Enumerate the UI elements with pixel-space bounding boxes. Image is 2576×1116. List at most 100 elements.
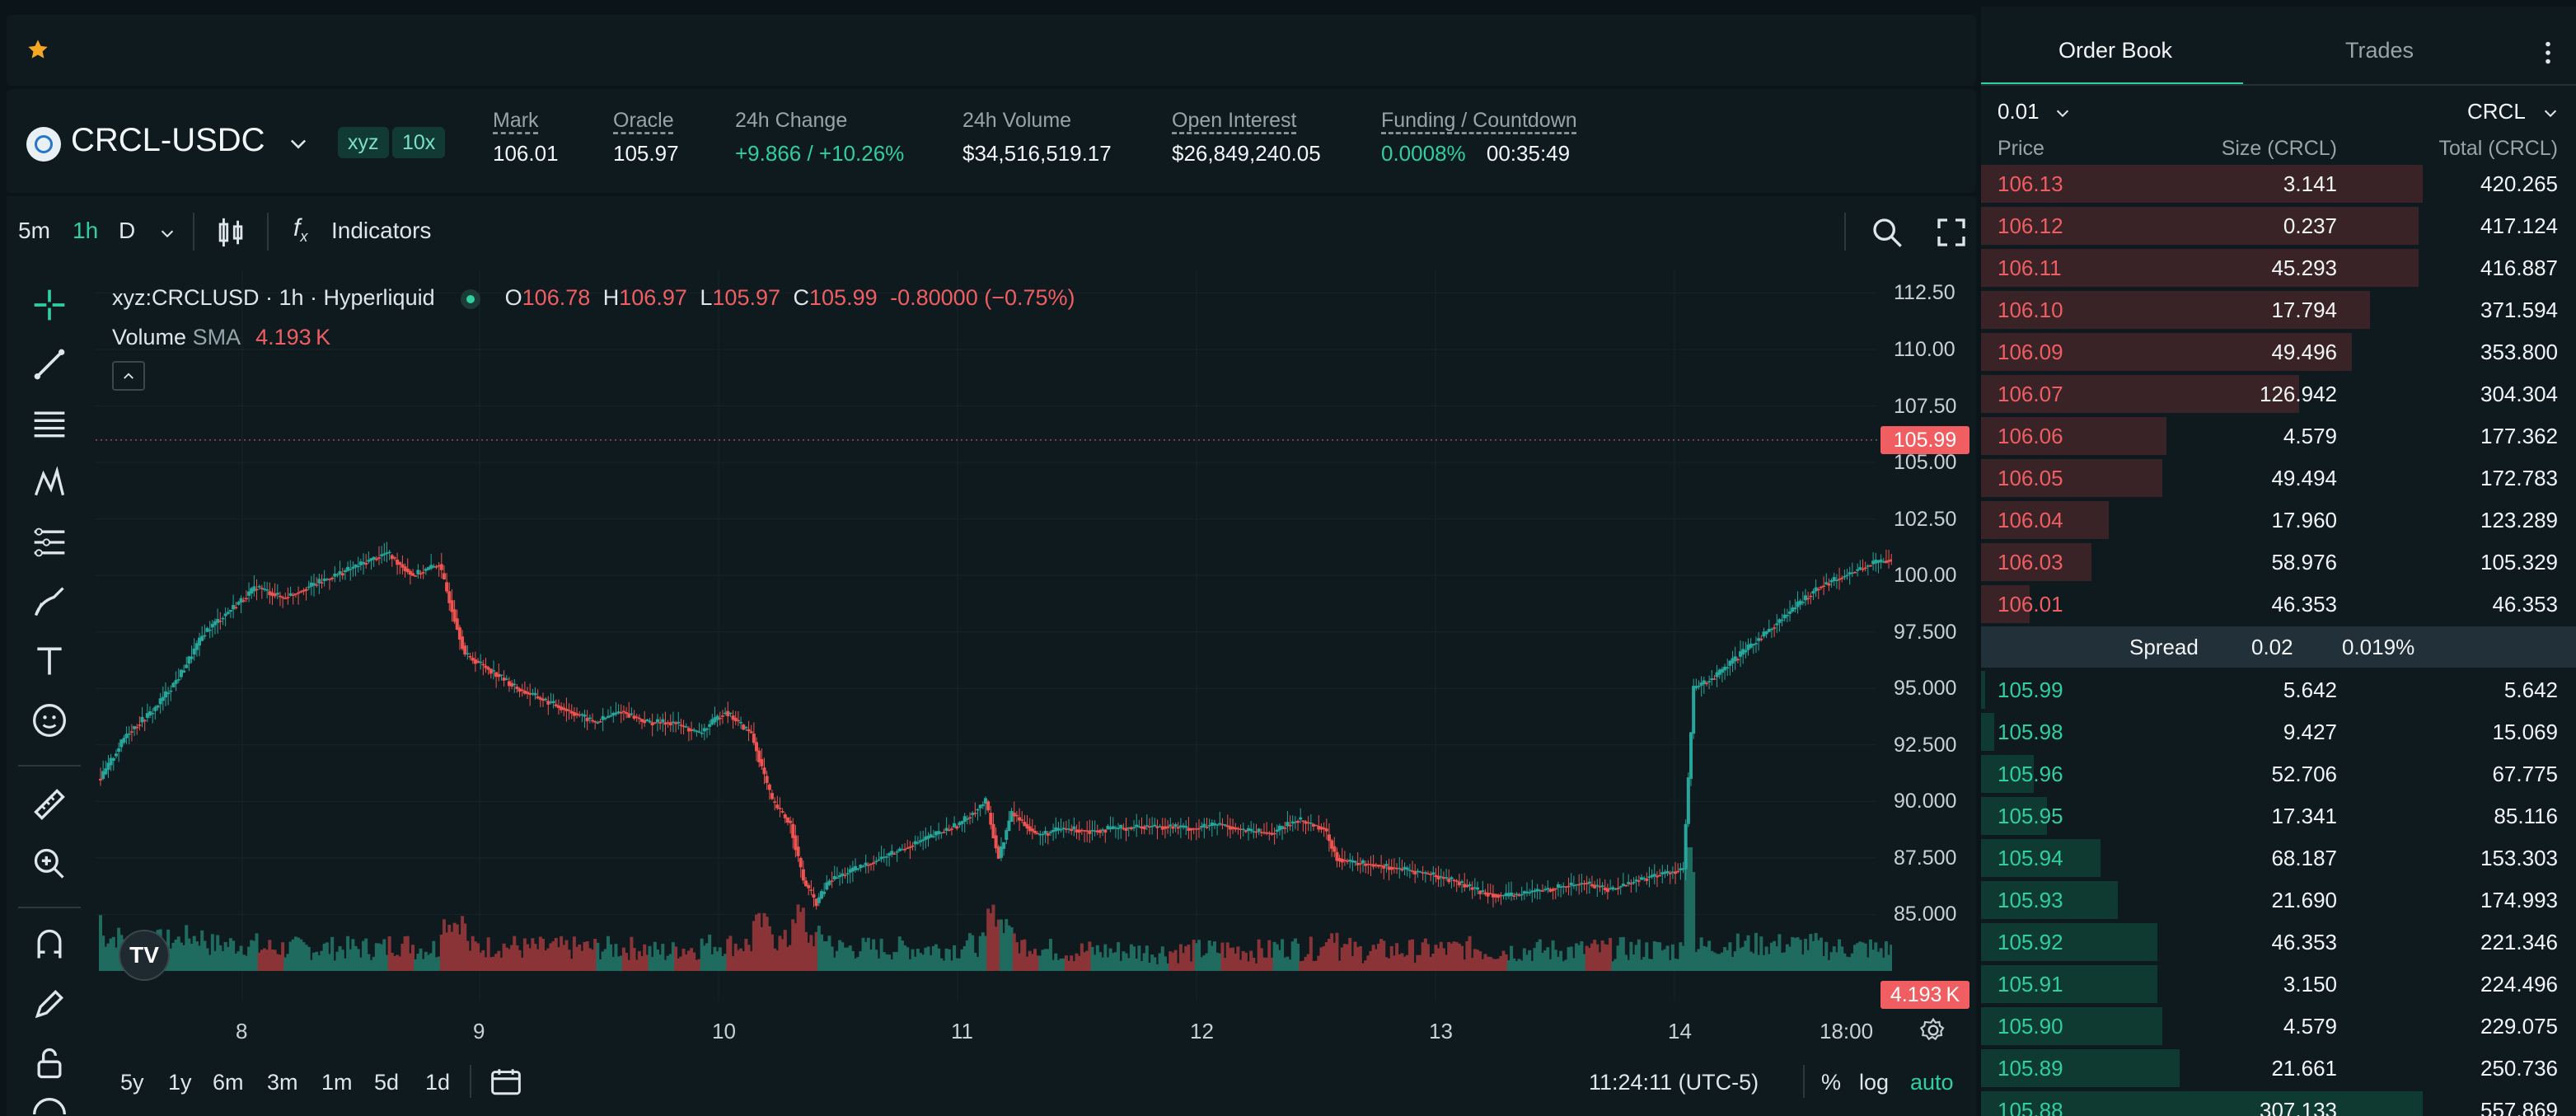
range-6m[interactable]: 6m [213, 1070, 244, 1095]
range-3m[interactable]: 3m [267, 1070, 298, 1095]
ask-row[interactable]: 106.04 17.960 123.289 [1981, 499, 2576, 541]
more-vertical-icon[interactable] [2543, 41, 2553, 64]
volume-bar [1863, 943, 1867, 971]
clock-time[interactable]: 11:24:11 (UTC-5) [1589, 1070, 1759, 1095]
bid-row[interactable]: 105.88 307.133 557.869 [1981, 1090, 2576, 1116]
zoom-in-icon[interactable] [31, 846, 68, 882]
tab-trades[interactable]: Trades [2345, 38, 2414, 63]
candle-body [158, 698, 162, 705]
fullscreen-icon[interactable] [1935, 216, 1968, 249]
depth-bar [1981, 965, 2157, 1003]
ask-row[interactable]: 106.03 58.976 105.329 [1981, 542, 2576, 583]
ask-row[interactable]: 106.05 49.494 172.783 [1981, 457, 2576, 499]
candle-body [1798, 600, 1802, 605]
bid-row[interactable]: 105.98 9.427 15.069 [1981, 711, 2576, 753]
brush-icon[interactable] [31, 584, 68, 620]
price-chart[interactable] [96, 270, 1892, 1001]
candles-icon[interactable] [216, 216, 246, 249]
settings-gear-icon[interactable] [1920, 1017, 1946, 1043]
bid-row[interactable]: 105.95 17.341 85.116 [1981, 795, 2576, 837]
bid-row[interactable]: 105.92 46.353 221.346 [1981, 921, 2576, 963]
range-1m[interactable]: 1m [321, 1070, 353, 1095]
volume-bar [194, 941, 199, 971]
candle-body [421, 572, 425, 574]
unit-chevron-icon[interactable] [2541, 104, 2560, 122]
bid-row[interactable]: 105.90 4.579 229.075 [1981, 1006, 2576, 1047]
ask-row[interactable]: 106.10 17.794 371.594 [1981, 289, 2576, 331]
ruler-icon[interactable] [31, 786, 68, 823]
percent-toggle[interactable]: % [1821, 1070, 1842, 1095]
range-1y[interactable]: 1y [168, 1070, 192, 1095]
leverage-chip[interactable]: 10x [392, 127, 446, 158]
unit-select[interactable]: CRCL [2467, 99, 2526, 124]
fib-icon[interactable] [31, 524, 68, 560]
candle-body [564, 708, 569, 711]
candle-body [778, 808, 782, 809]
candle-body [416, 570, 420, 574]
interval-5m[interactable]: 5m [18, 218, 50, 243]
lock-icon[interactable] [31, 1045, 68, 1081]
volume-bar [1098, 952, 1102, 971]
ask-row[interactable]: 106.09 49.496 353.800 [1981, 331, 2576, 373]
y-tick-label: 90.000 [1894, 790, 1957, 814]
tab-order-book[interactable]: Order Book [2058, 38, 2173, 63]
candle-body [1845, 574, 1849, 576]
bid-row[interactable]: 105.94 68.187 153.303 [1981, 837, 2576, 879]
candle-body [143, 720, 147, 722]
interval-1h[interactable]: 1h [73, 218, 99, 243]
eye-icon[interactable] [31, 1096, 68, 1114]
zoom-reset-icon[interactable] [1871, 216, 1904, 249]
pattern-icon[interactable] [31, 465, 68, 501]
horizontal-lines-icon[interactable] [31, 406, 68, 442]
interval-chevron-icon[interactable] [158, 224, 176, 242]
volume-bar [1140, 961, 1144, 971]
bid-row[interactable]: 105.89 21.661 250.736 [1981, 1048, 2576, 1089]
volume-bar [1689, 847, 1693, 971]
ask-row[interactable]: 106.11 45.293 416.887 [1981, 247, 2576, 288]
indicators-button[interactable]: Indicators [331, 218, 432, 243]
market-status-icon [461, 288, 481, 309]
ask-row[interactable]: 106.07 126.942 304.304 [1981, 373, 2576, 415]
date-range-icon[interactable] [489, 1067, 522, 1096]
interval-d[interactable]: D [119, 218, 136, 243]
range-1d[interactable]: 1d [425, 1070, 451, 1095]
auto-toggle[interactable]: auto [1910, 1070, 1954, 1095]
volume-bar [1717, 954, 1721, 971]
trend-line-icon[interactable] [31, 346, 68, 382]
text-icon[interactable] [31, 643, 68, 679]
bid-row[interactable]: 105.96 52.706 67.775 [1981, 753, 2576, 795]
volume-bar [452, 922, 457, 971]
ask-row[interactable]: 106.06 4.579 177.362 [1981, 415, 2576, 457]
star-icon[interactable] [26, 38, 49, 61]
range-5y[interactable]: 5y [120, 1070, 144, 1095]
candle-body [864, 862, 868, 866]
row-size: 5.642 [2283, 678, 2337, 702]
pencil-lock-icon[interactable] [31, 986, 68, 1022]
pair-selector[interactable]: CRCL-USDC [71, 122, 265, 158]
tradingview-logo[interactable]: TV [119, 930, 170, 981]
log-toggle[interactable]: log [1859, 1070, 1890, 1095]
tick-size-select[interactable]: 0.01 [1998, 99, 2040, 124]
volume-bar [1819, 937, 1823, 971]
bid-row[interactable]: 105.91 3.150 224.496 [1981, 964, 2576, 1005]
ask-row[interactable]: 106.01 46.353 46.353 [1981, 584, 2576, 625]
collapse-legend-button[interactable] [112, 361, 145, 391]
candle-body [546, 701, 550, 705]
candle-body [1686, 777, 1690, 824]
crosshair-icon[interactable] [31, 287, 68, 323]
bid-row[interactable]: 105.93 21.690 174.993 [1981, 879, 2576, 921]
ask-row[interactable]: 106.12 0.237 417.124 [1981, 205, 2576, 246]
range-5d[interactable]: 5d [374, 1070, 400, 1095]
candle-body [1744, 649, 1748, 653]
fx-icon[interactable]: fx [293, 214, 308, 245]
chevron-down-icon[interactable] [287, 132, 310, 155]
x-tick-label: 11 [951, 1019, 973, 1043]
col-price: Price [1998, 137, 2044, 160]
ask-row[interactable]: 106.13 3.141 420.265 [1981, 163, 2576, 204]
tick-chevron-icon[interactable] [2054, 104, 2072, 122]
bid-row[interactable]: 105.99 5.642 5.642 [1981, 669, 2576, 710]
emoji-icon[interactable] [31, 702, 68, 739]
magnet-icon[interactable] [31, 926, 68, 963]
candle-body [111, 757, 115, 761]
row-price: 105.90 [1998, 1014, 2063, 1039]
